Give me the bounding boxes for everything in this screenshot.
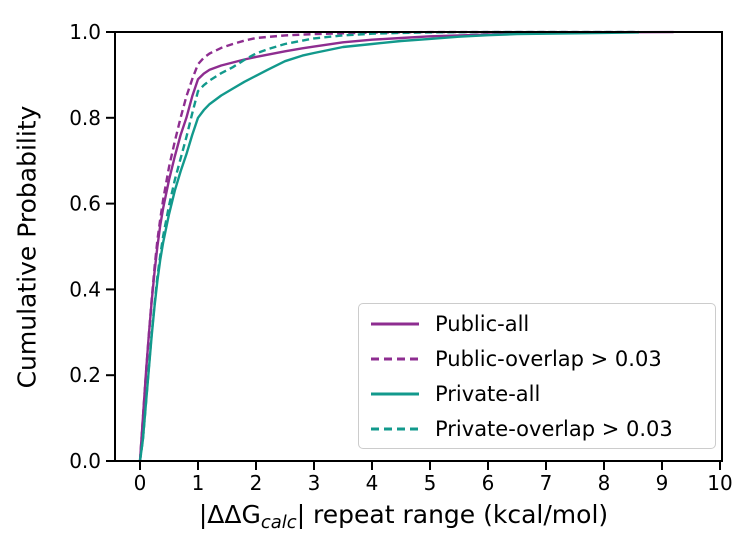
- curve-public-overlap-0-03: [138, 30, 639, 462]
- y-axis-label: Cumulative Probability: [12, 105, 42, 389]
- legend-line-public-all-icon: [371, 322, 419, 325]
- legend-label-public-overlap: Public-overlap > 0.03: [435, 346, 662, 371]
- legend-line-private-overlap-icon: [371, 427, 419, 430]
- legend-line-private-all-icon: [371, 392, 419, 395]
- x-axis-label: |ΔΔGcalc| repeat range (kcal/mol): [100, 500, 707, 533]
- legend-item-public-all: Public-all: [371, 306, 715, 341]
- x-tick-label-10: 10: [707, 471, 732, 495]
- y-tick-label-0.2: 0.2: [69, 363, 101, 387]
- legend-line-public-overlap-icon: [371, 357, 419, 360]
- y-tick-label-0.8: 0.8: [69, 106, 101, 130]
- legend: Public-all Public-overlap > 0.03 Private…: [358, 303, 716, 449]
- y-tick-label-0.0: 0.0: [69, 449, 101, 473]
- x-tick-label-6: 6: [482, 471, 495, 495]
- x-tick-label-4: 4: [366, 471, 379, 495]
- y-tick-label-0.6: 0.6: [69, 192, 101, 216]
- legend-item-private-all: Private-all: [371, 376, 715, 411]
- x-tick-label-1: 1: [192, 471, 205, 495]
- x-tick-label-9: 9: [656, 471, 669, 495]
- legend-item-public-overlap: Public-overlap > 0.03: [371, 341, 715, 376]
- legend-item-private-overlap: Private-overlap > 0.03: [371, 411, 715, 446]
- x-axis-label-suffix: | repeat range (kcal/mol): [296, 500, 609, 529]
- x-tick-label-0: 0: [134, 471, 147, 495]
- x-tick-label-2: 2: [250, 471, 263, 495]
- x-tick-label-8: 8: [598, 471, 611, 495]
- curve-private-overlap-0-03: [138, 30, 639, 462]
- axes-spines: [114, 31, 723, 462]
- x-axis-label-subscript: calc: [260, 512, 297, 533]
- y-tick-label-1.0: 1.0: [69, 20, 101, 44]
- legend-label-public-all: Public-all: [435, 311, 530, 336]
- x-axis-label-prefix: |ΔΔG: [198, 500, 261, 529]
- x-tick-label-3: 3: [308, 471, 321, 495]
- x-tick-label-7: 7: [540, 471, 553, 495]
- x-tick-label-5: 5: [424, 471, 437, 495]
- y-tick-label-0.4: 0.4: [69, 277, 101, 301]
- legend-label-private-overlap: Private-overlap > 0.03: [435, 416, 673, 441]
- legend-label-private-all: Private-all: [435, 381, 541, 406]
- curve-private-all: [138, 31, 639, 462]
